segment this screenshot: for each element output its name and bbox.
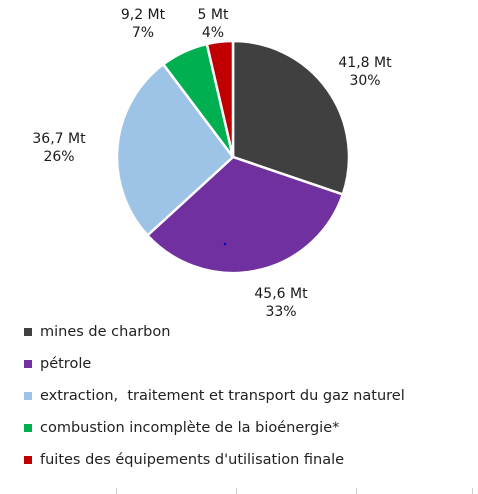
legend-swatch bbox=[24, 456, 32, 464]
axis-tick bbox=[356, 488, 357, 494]
slice-percent-label: 7% bbox=[132, 25, 154, 41]
legend-item-petrole: pétrole bbox=[24, 348, 405, 380]
slice-percent-label: 4% bbox=[202, 25, 224, 41]
pie-slice-fuites bbox=[205, 39, 235, 159]
slice-value-label: 41,8 Mt bbox=[338, 55, 392, 71]
pie-slice-mines-de-charbon bbox=[231, 39, 351, 196]
slice-percent-label: 33% bbox=[265, 304, 296, 320]
pie-slices bbox=[115, 39, 351, 275]
legend-label: fuites des équipements d'utilisation fin… bbox=[40, 452, 345, 468]
legend-swatch bbox=[24, 328, 32, 336]
slice-percent-label: 30% bbox=[349, 73, 380, 89]
slice-value-label: 5 Mt bbox=[198, 7, 229, 23]
legend-label: pétrole bbox=[40, 356, 92, 372]
pie-labels: 41,8 Mt 30% 45,6 Mt 33% 36,7 Mt 26% 9,2 Mt 7% 5 … bbox=[32, 7, 392, 320]
legend-item-fuites: fuites des équipements d'utilisation fin… bbox=[24, 444, 405, 476]
legend-label: extraction, traitement et transport du g… bbox=[40, 388, 405, 404]
legend-item-gaz-naturel: extraction, traitement et transport du g… bbox=[24, 380, 405, 412]
slice-value-label: 9,2 Mt bbox=[121, 7, 166, 23]
legend-swatch bbox=[24, 360, 32, 368]
legend-item-bioenergie: combustion incomplète de la bioénergie* bbox=[24, 412, 405, 444]
legend-swatch bbox=[24, 424, 32, 432]
pie-slice-gaz-naturel bbox=[115, 63, 235, 237]
legend-item-mines-de-charbon: mines de charbon bbox=[24, 316, 405, 348]
slice-value-label: 36,7 Mt bbox=[32, 131, 86, 147]
legend-swatch bbox=[24, 392, 32, 400]
slice-percent-label: 26% bbox=[43, 149, 74, 165]
legend-label: mines de charbon bbox=[40, 324, 171, 340]
legend-label: combustion incomplète de la bioénergie* bbox=[40, 420, 340, 436]
axis-tick bbox=[472, 488, 473, 494]
pie-chart: 41,8 Mt 30% 45,6 Mt 33% 36,7 Mt 26% 9,2 Mt 7% 5 … bbox=[32, 7, 392, 320]
legend: mines de charbon pétrole extraction, tra… bbox=[24, 316, 405, 476]
center-dot bbox=[223, 242, 227, 246]
pie-slice-petrole bbox=[146, 155, 345, 275]
axis-tick bbox=[116, 488, 117, 494]
slice-value-label: 45,6 Mt bbox=[254, 286, 308, 302]
axis-tick bbox=[236, 488, 237, 494]
